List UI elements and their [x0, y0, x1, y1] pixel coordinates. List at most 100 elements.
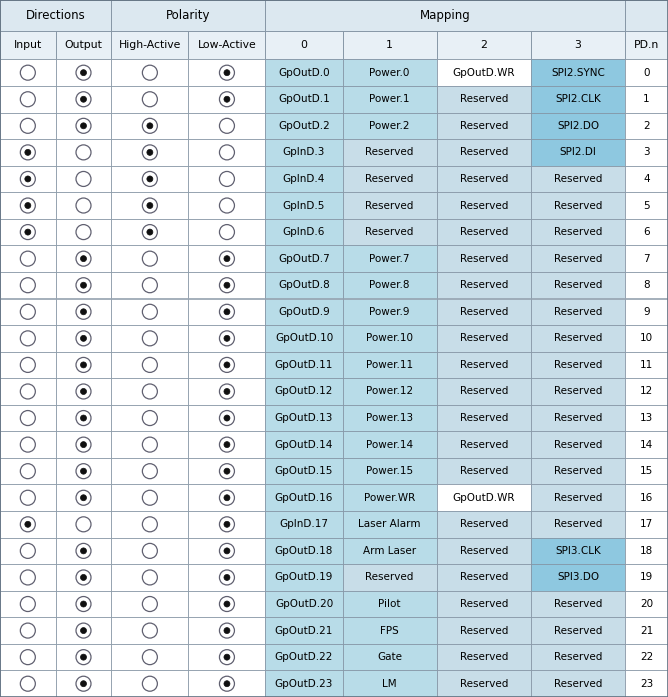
Text: 9: 9 — [643, 307, 650, 316]
Bar — [437, 166, 531, 192]
Bar — [437, 86, 531, 112]
Bar — [265, 272, 343, 298]
Bar — [531, 484, 625, 511]
Bar — [112, 139, 188, 166]
Bar — [55, 86, 112, 112]
Circle shape — [76, 92, 91, 107]
Text: 17: 17 — [640, 519, 653, 529]
Bar — [0, 351, 55, 378]
Bar — [0, 458, 55, 484]
Text: Polarity: Polarity — [166, 9, 210, 22]
Bar — [531, 431, 625, 458]
Circle shape — [220, 251, 234, 266]
Text: Reserved: Reserved — [554, 360, 603, 370]
Bar — [531, 511, 625, 537]
Text: GpOutD.16: GpOutD.16 — [275, 493, 333, 503]
Bar — [531, 192, 625, 219]
Text: GpInD.4: GpInD.4 — [283, 174, 325, 184]
Bar — [265, 644, 343, 671]
Circle shape — [20, 66, 35, 80]
Bar — [265, 618, 343, 644]
Text: Reserved: Reserved — [554, 493, 603, 503]
Text: Reserved: Reserved — [460, 519, 508, 529]
Bar — [55, 564, 112, 591]
Text: 12: 12 — [640, 386, 653, 397]
Bar — [343, 405, 437, 431]
Circle shape — [20, 198, 35, 213]
Text: Reserved: Reserved — [554, 307, 603, 316]
Bar — [265, 511, 343, 537]
Circle shape — [20, 516, 35, 532]
Text: 13: 13 — [640, 413, 653, 423]
Text: Reserved: Reserved — [460, 413, 508, 423]
Text: Power.9: Power.9 — [369, 307, 410, 316]
Text: Directions: Directions — [26, 9, 86, 22]
Bar — [625, 166, 668, 192]
Text: 1: 1 — [386, 40, 393, 50]
Circle shape — [224, 335, 230, 342]
Bar — [265, 192, 343, 219]
Bar — [343, 245, 437, 272]
Bar — [265, 139, 343, 166]
Circle shape — [220, 650, 234, 665]
Bar — [343, 564, 437, 591]
Bar — [265, 166, 343, 192]
Text: Arm Laser: Arm Laser — [363, 546, 416, 556]
Text: Mapping: Mapping — [420, 9, 471, 22]
Bar — [437, 458, 531, 484]
Text: GpOutD.2: GpOutD.2 — [278, 121, 330, 131]
Bar — [0, 86, 55, 112]
Bar — [112, 671, 188, 697]
Circle shape — [224, 415, 230, 421]
Bar — [55, 192, 112, 219]
Text: Reserved: Reserved — [554, 280, 603, 290]
Text: 16: 16 — [640, 493, 653, 503]
Circle shape — [76, 171, 91, 187]
Bar — [0, 378, 55, 405]
Text: GpOutD.14: GpOutD.14 — [275, 440, 333, 450]
Text: 2: 2 — [480, 40, 488, 50]
Circle shape — [142, 251, 158, 266]
Bar — [625, 219, 668, 245]
Text: High-Active: High-Active — [119, 40, 181, 50]
Bar — [55, 325, 112, 351]
Bar — [437, 112, 531, 139]
Bar — [0, 618, 55, 644]
Bar — [265, 564, 343, 591]
Bar — [437, 431, 531, 458]
Bar — [0, 671, 55, 697]
Bar — [0, 245, 55, 272]
Bar — [265, 112, 343, 139]
Bar — [625, 458, 668, 484]
Bar — [188, 564, 265, 591]
Circle shape — [81, 442, 86, 447]
Bar — [343, 31, 437, 59]
Bar — [625, 644, 668, 671]
Text: GpOutD.12: GpOutD.12 — [275, 386, 333, 397]
Text: Reserved: Reserved — [554, 599, 603, 609]
Bar — [112, 86, 188, 112]
Circle shape — [142, 224, 158, 240]
Text: Reserved: Reserved — [460, 599, 508, 609]
Bar — [0, 511, 55, 537]
Circle shape — [220, 331, 234, 346]
Bar — [437, 484, 531, 511]
Circle shape — [76, 437, 91, 452]
Text: GpOutD.20: GpOutD.20 — [275, 599, 333, 609]
Bar — [625, 351, 668, 378]
Bar — [343, 192, 437, 219]
Text: 21: 21 — [640, 626, 653, 636]
Text: Reserved: Reserved — [460, 360, 508, 370]
Circle shape — [76, 384, 91, 399]
Text: Power.13: Power.13 — [366, 413, 413, 423]
Text: GpOutD.8: GpOutD.8 — [278, 280, 330, 290]
Bar — [531, 351, 625, 378]
Text: Power.2: Power.2 — [369, 121, 410, 131]
Text: GpInD.5: GpInD.5 — [283, 201, 325, 210]
Bar — [437, 405, 531, 431]
Bar — [625, 405, 668, 431]
Circle shape — [147, 176, 153, 182]
Bar — [112, 31, 188, 59]
Bar — [531, 644, 625, 671]
Bar — [531, 272, 625, 298]
